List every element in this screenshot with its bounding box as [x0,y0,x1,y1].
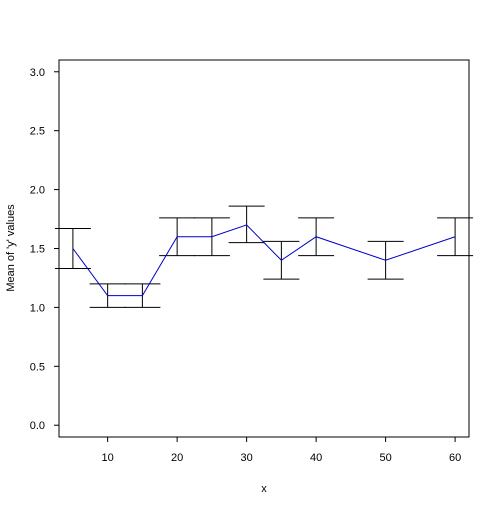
x-tick-label: 30 [241,452,253,464]
plot-frame [58,59,470,438]
y-axis: 0.0 0.5 1.0 1.5 2.0 2.5 3.0 [30,67,59,432]
x-tick-label: 60 [449,452,461,464]
y-tick-label: 2.5 [30,126,45,138]
error-bar [228,205,265,244]
x-tick-label: 20 [171,452,183,464]
y-axis-label: Mean of 'y' values [5,204,17,292]
x-tick-label: 50 [379,452,391,464]
series-line [72,224,456,297]
y-tick-label: 1.0 [30,302,45,314]
y-tick-label: 3.0 [30,67,45,79]
x-tick-label: 10 [102,452,114,464]
y-tick-label: 1.5 [30,244,45,256]
x-axis-label: x [261,483,267,495]
x-axis: 10 20 30 40 50 60 [102,437,461,464]
x-tick-label: 40 [310,452,322,464]
y-tick-label: 2.0 [30,185,45,197]
error-bars [54,205,474,308]
y-tick-label: 0.0 [30,420,45,432]
y-tick-label: 0.5 [30,361,45,373]
